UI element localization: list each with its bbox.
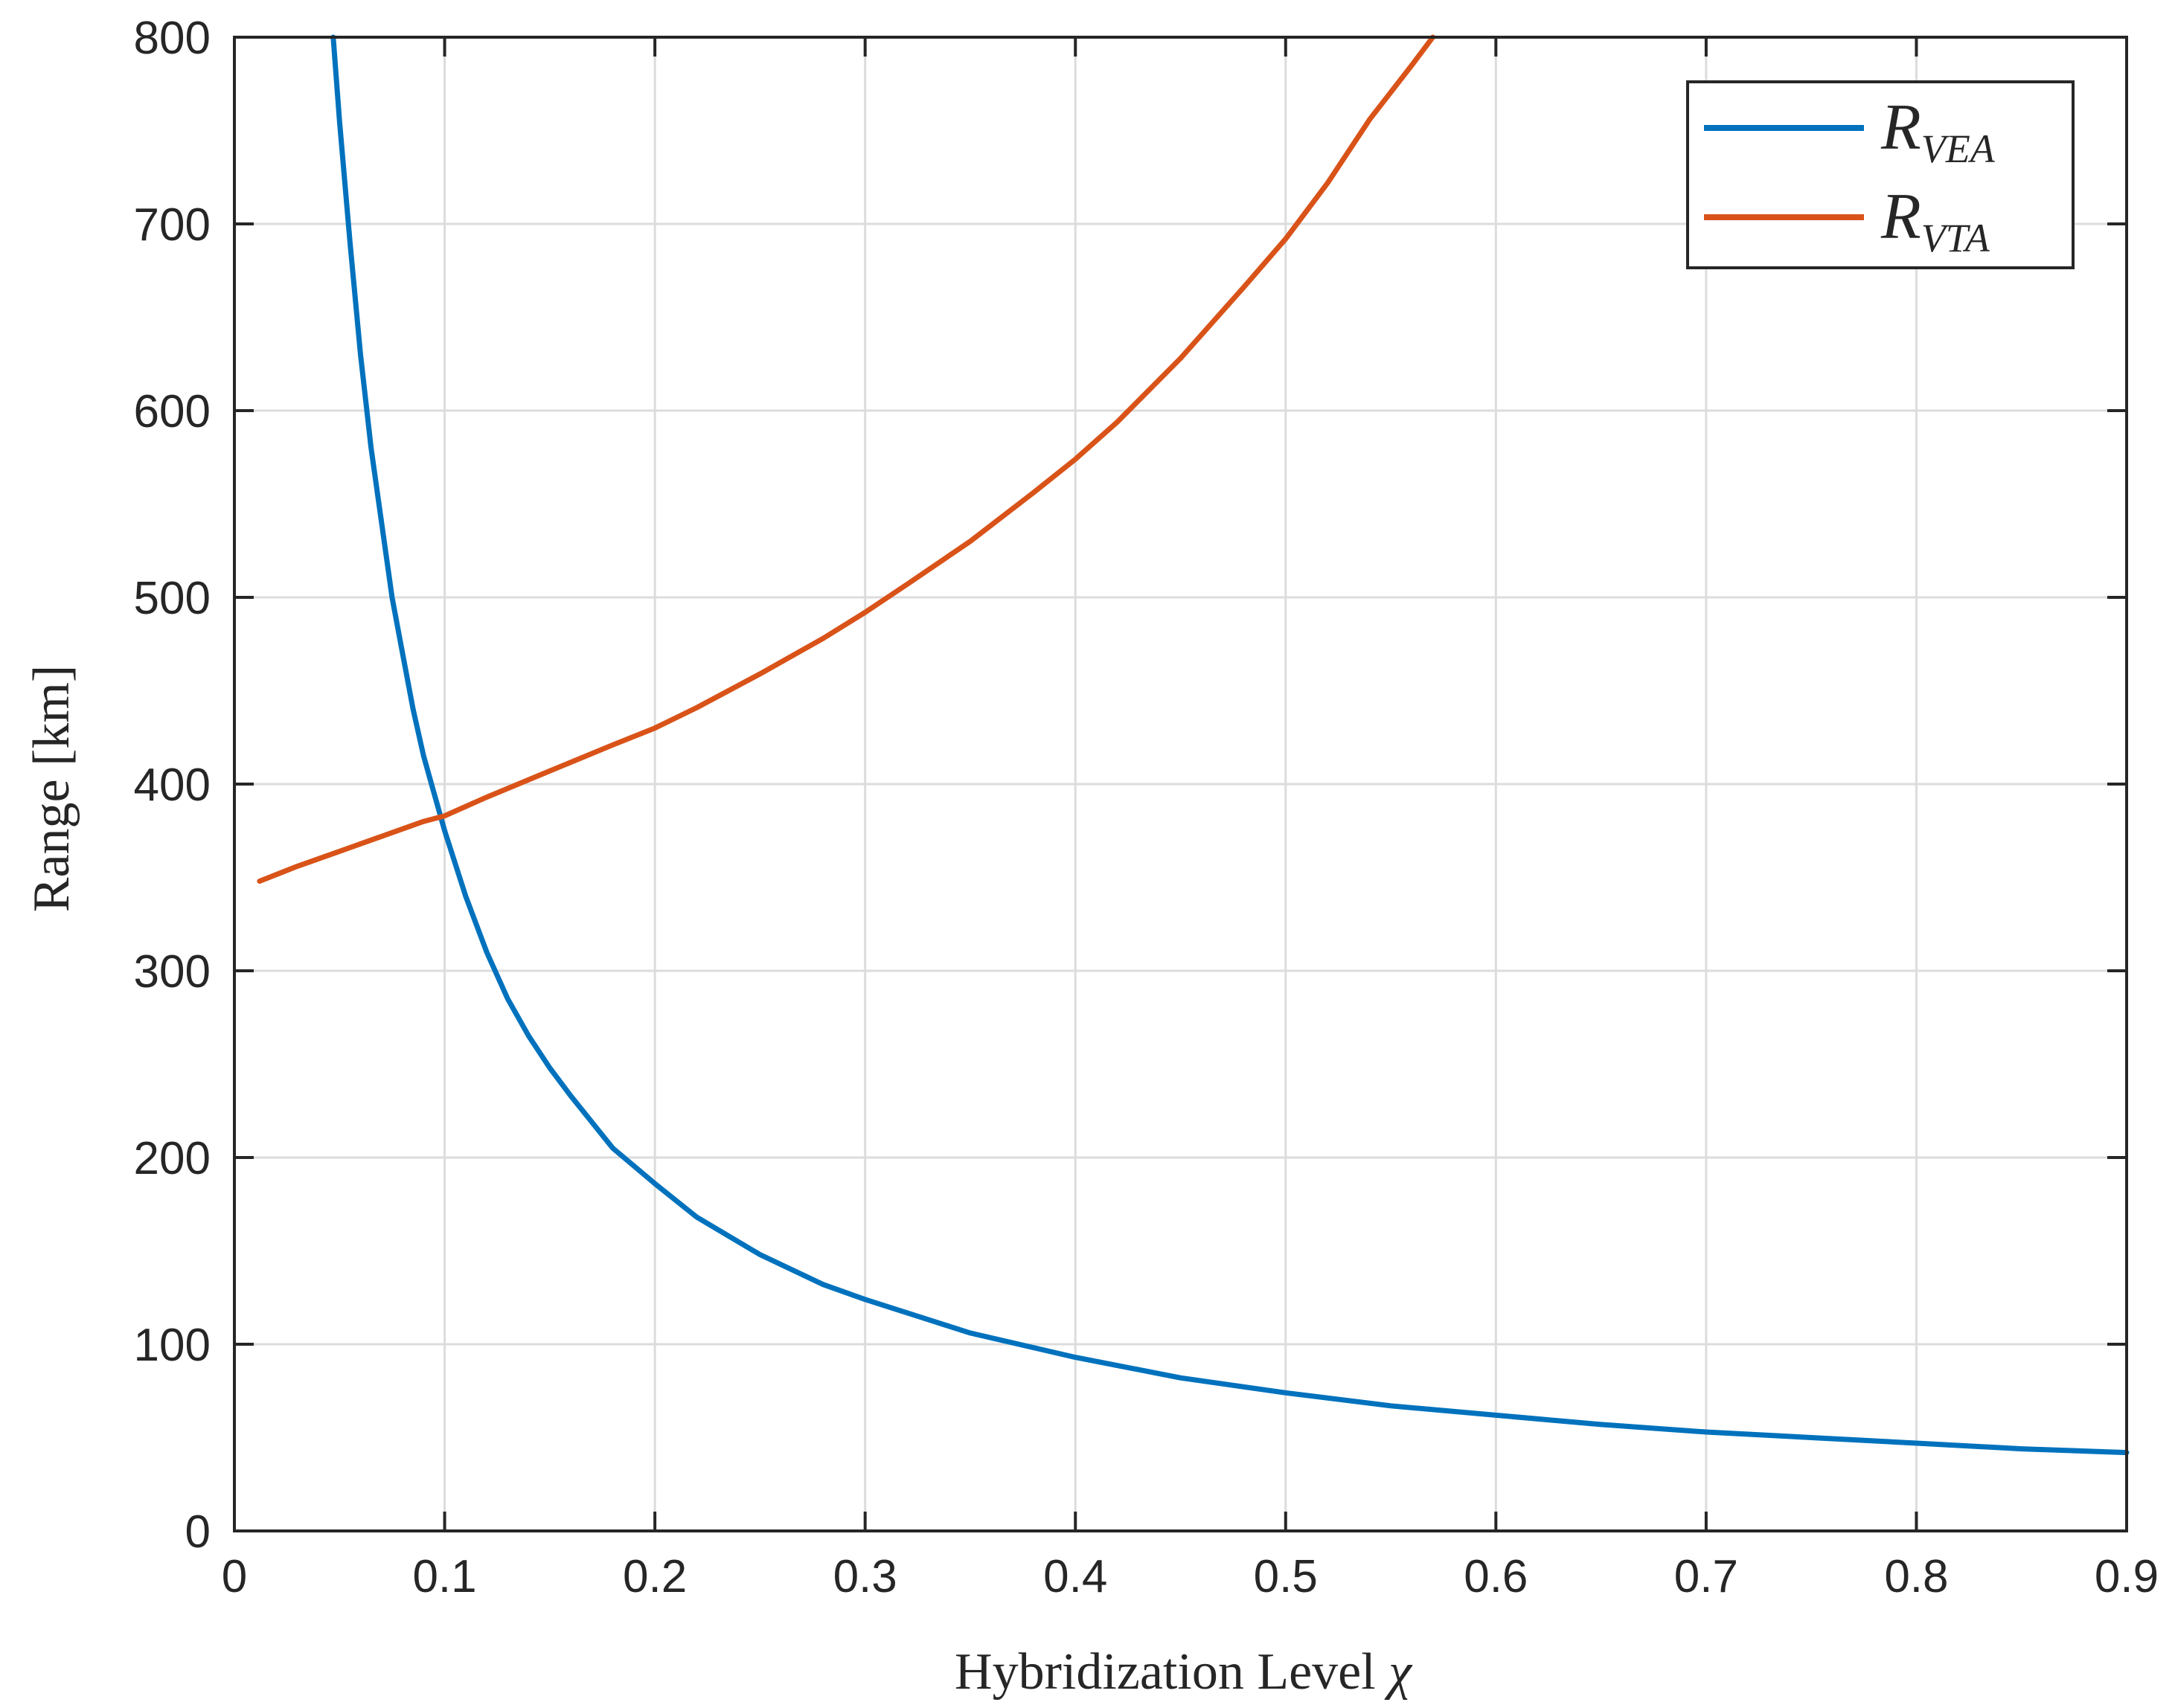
y-tick-label: 500 <box>134 573 211 624</box>
y-tick-labels: 0 100 200 300 400 500 600 700 800 <box>134 13 211 1558</box>
x-axis-label: Hybridization Level χ <box>955 1643 1413 1701</box>
legend-box <box>1686 80 2075 269</box>
x-tick-label: 0.3 <box>833 1551 897 1602</box>
series-line-r-vea <box>330 34 2130 1456</box>
series-lines <box>257 34 2130 1456</box>
x-tick-label: 0 <box>222 1551 247 1602</box>
x-tick-label: 0.2 <box>623 1551 687 1602</box>
y-tick-label: 800 <box>134 13 211 64</box>
y-tick-label: 300 <box>134 946 211 998</box>
x-tick-labels: 0 0.1 0.2 0.3 0.4 0.5 0.6 0.7 0.8 0.9 <box>222 1551 2159 1602</box>
y-tick-label: 0 <box>185 1506 211 1558</box>
series-line-r-vta <box>257 34 1436 884</box>
x-tick-label: 0.5 <box>1254 1551 1318 1602</box>
legend-label-r-vta: RVTA <box>1880 181 1990 260</box>
x-tick-label: 0.6 <box>1464 1551 1528 1602</box>
y-tick-label: 400 <box>134 760 211 811</box>
x-tick-label: 0.1 <box>412 1551 476 1602</box>
y-tick-label: 600 <box>134 386 211 437</box>
x-tick-label: 0.7 <box>1674 1551 1738 1602</box>
y-axis-label: Range [km] <box>23 665 80 912</box>
x-tick-label: 0.4 <box>1043 1551 1107 1602</box>
legend-label-r-vea: RVEA <box>1880 92 1996 171</box>
x-tick-label: 0.9 <box>2095 1551 2159 1602</box>
legend: RVEA RVTA <box>1686 80 2075 269</box>
y-tick-label: 200 <box>134 1133 211 1184</box>
x-tick-label: 0.8 <box>1884 1551 1948 1602</box>
tick-marks <box>233 36 2128 1532</box>
y-tick-label: 100 <box>134 1320 211 1371</box>
y-tick-label: 700 <box>134 199 211 251</box>
